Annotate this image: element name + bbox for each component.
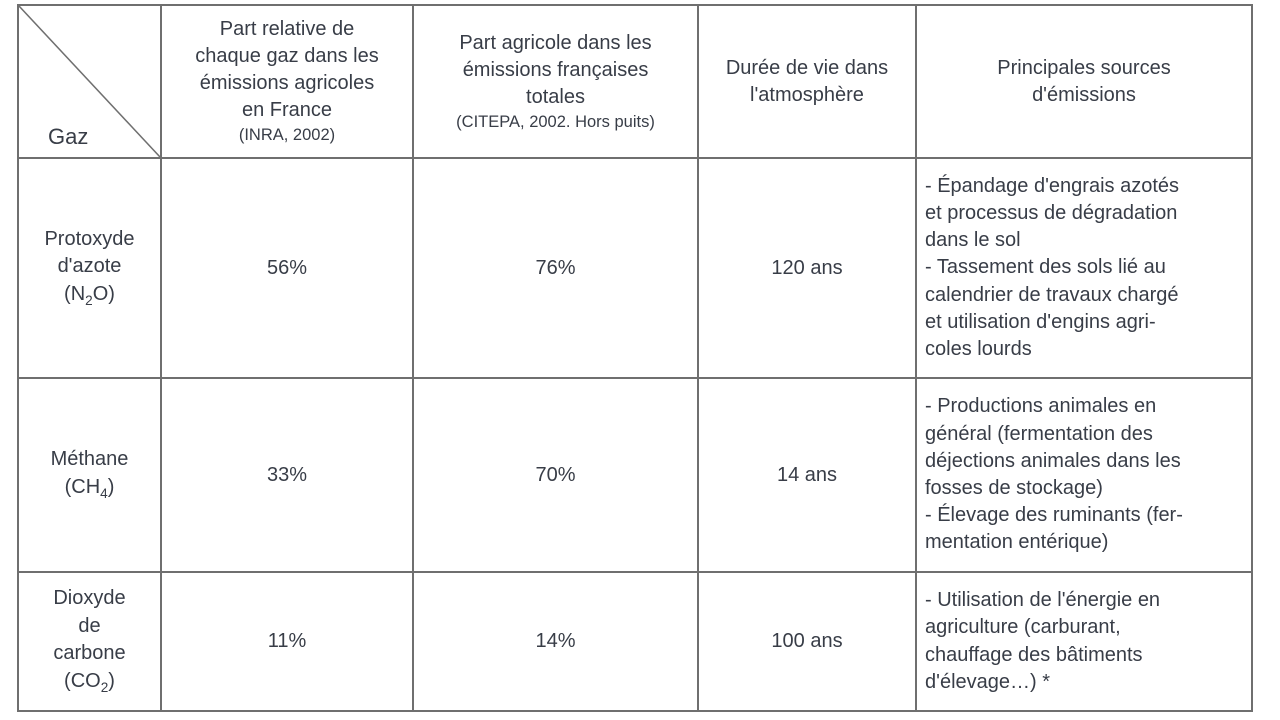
relative-share-value: 11% (160, 571, 414, 712)
agricultural-share-value: 14% (412, 571, 699, 712)
gas-name-cell: Protoxyde d'azote (N2O) (17, 157, 162, 379)
gas-emissions-table: Gaz Part relative de chaque gaz dans les… (17, 4, 1253, 712)
source-item: - Élevage des ruminants (fer- mentation … (925, 504, 1183, 554)
formula-subscript: 2 (85, 292, 93, 308)
relative-share-value: 33% (160, 377, 414, 573)
column-header-agricultural-share: Part agricole dans les émissions françai… (412, 4, 699, 159)
gas-formula: (CH4) (23, 474, 156, 504)
column-header-main-sources: Principales sources d'émissions (915, 4, 1253, 159)
formula-text: (CH (64, 475, 101, 498)
table-wrap: Gaz Part relative de chaque gaz dans les… (17, 4, 1253, 712)
gas-formula: (CO2) (23, 668, 156, 698)
formula-text: (N (64, 282, 86, 305)
agricultural-share-value: 76% (412, 157, 699, 379)
formula-text: ) (107, 475, 115, 498)
table-row-ch4: Méthane (CH4) 33% 70% 14 ans - Productio… (17, 377, 1253, 573)
corner-label: Gaz (48, 124, 89, 149)
gas-formula: (N2O) (23, 281, 156, 311)
column-title: Part agricole dans les émissions françai… (459, 31, 652, 108)
source-item: - Productions animales en général (ferme… (925, 395, 1181, 499)
column-title: Part relative de chaque gaz dans les émi… (195, 18, 379, 122)
sources-list: - Épandage d'engrais azotés et processus… (915, 157, 1253, 379)
gas-name: Protoxyde d'azote (44, 227, 135, 278)
column-title: Durée de vie dans l'atmosphère (725, 56, 889, 106)
formula-subscript: 4 (100, 485, 108, 501)
column-header-lifetime: Durée de vie dans l'atmosphère (697, 4, 917, 159)
column-title: Principales sources d'émissions (997, 56, 1171, 106)
formula-text: (CO (64, 670, 101, 693)
agricultural-share-value: 70% (412, 377, 699, 573)
gas-name: Dioxyde de carbone (53, 587, 126, 665)
sources-list: - Utilisation de l'énergie en agricultur… (915, 571, 1253, 712)
column-header-relative-share: Part relative de chaque gaz dans les émi… (160, 4, 414, 159)
table-row-n2o: Protoxyde d'azote (N2O) 56% 76% 120 ans … (17, 157, 1253, 379)
column-source-note: (CITEPA, 2002. Hors puits) (456, 112, 655, 131)
diagonal-divider (19, 6, 160, 157)
relative-share-value: 56% (160, 157, 414, 379)
lifetime-value: 14 ans (697, 377, 917, 573)
source-item: - Épandage d'engrais azotés et processus… (925, 174, 1179, 252)
lifetime-value: 120 ans (697, 157, 917, 379)
table-row-co2: Dioxyde de carbone (CO2) 11% 14% 100 ans… (17, 571, 1253, 712)
source-item: - Utilisation de l'énergie en agricultur… (925, 589, 1161, 693)
formula-subscript: 2 (100, 680, 109, 696)
formula-text: ) (108, 670, 115, 693)
header-row: Gaz Part relative de chaque gaz dans les… (17, 4, 1253, 159)
formula-text: O) (92, 282, 115, 305)
gas-name-cell: Dioxyde de carbone (CO2) (17, 571, 162, 712)
gas-name: Méthane (50, 448, 129, 471)
sources-list: - Productions animales en général (ferme… (915, 377, 1253, 573)
corner-header-cell: Gaz (17, 4, 162, 159)
source-item: - Tassement des sols lié au calendrier d… (925, 256, 1179, 360)
column-source-note: (INRA, 2002) (238, 126, 336, 145)
lifetime-value: 100 ans (697, 571, 917, 712)
gas-name-cell: Méthane (CH4) (17, 377, 162, 573)
